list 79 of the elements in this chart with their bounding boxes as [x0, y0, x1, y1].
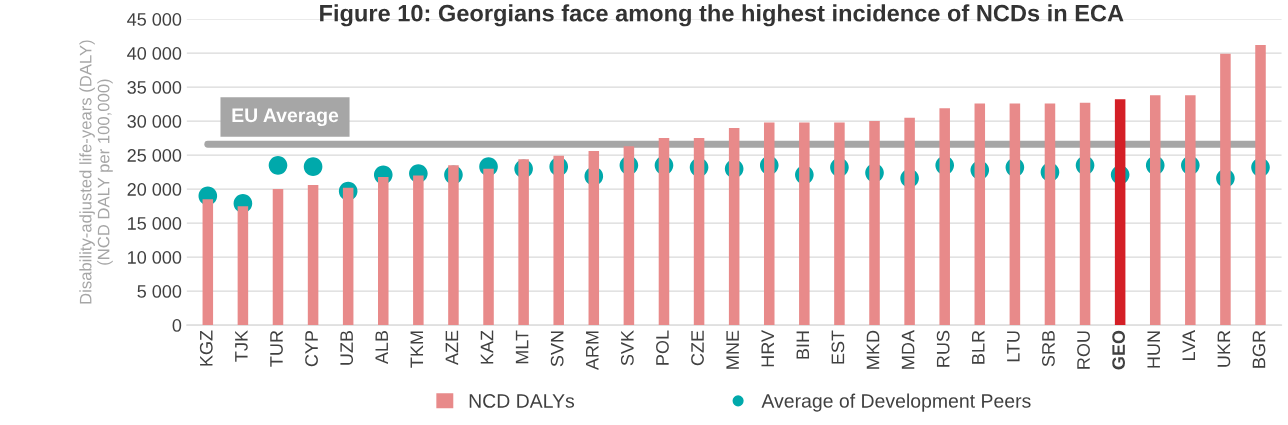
x-tick-label: KGZ — [199, 330, 213, 366]
bar — [1149, 95, 1161, 326]
bar — [658, 138, 670, 326]
y-tick-label: 10 000 — [128, 251, 182, 264]
bar — [518, 159, 529, 326]
x-tick-label: KAZ — [480, 330, 494, 364]
x-tick-label: ROU — [1077, 331, 1090, 369]
bar — [799, 122, 810, 326]
x-tick-label: MNE — [726, 330, 739, 369]
bar — [202, 199, 214, 326]
x-tick-label: SVN — [550, 331, 564, 367]
x-tick-label: LVA — [1182, 330, 1195, 360]
bar — [448, 165, 459, 326]
bar — [483, 168, 494, 326]
x-tick-label: TJK — [235, 330, 248, 362]
bar — [237, 206, 249, 326]
y-tick-label: 40 000 — [127, 47, 182, 60]
y-tick-label: 15 000 — [128, 217, 182, 230]
bar — [378, 176, 389, 326]
bar — [413, 175, 424, 326]
x-tick-label: BLR — [972, 330, 985, 364]
bar — [588, 151, 600, 326]
bar — [307, 185, 319, 326]
y-tick-label: 35 000 — [127, 81, 182, 94]
legend-label: Average of Development Peers — [761, 393, 1031, 412]
bar — [553, 155, 564, 326]
x-tick-label: MDA — [901, 330, 915, 369]
x-tick-label: TKM — [410, 331, 424, 368]
x-tick-label: EST — [831, 330, 845, 364]
y-tick-label: 5 000 — [137, 285, 182, 298]
chart-title: Figure 10: Georgians face among the highest incidence of NCDs in ECA — [320, 4, 1124, 27]
bar — [342, 187, 354, 326]
y-tick-label: 45 000 — [127, 13, 182, 26]
bar — [904, 117, 915, 326]
y-axis-title: Disability-adjusted life-years (DALY) (NCD DALY per 100,000) — [79, 40, 113, 304]
x-tick-label: MKD — [866, 330, 880, 369]
x-tick-label: CYP — [305, 330, 318, 367]
y-tick-label: 20 000 — [127, 183, 182, 196]
ref-line-label: EU Average — [232, 108, 339, 127]
x-tick-label: HUN — [1147, 331, 1161, 368]
bar — [834, 122, 845, 326]
bar — [939, 108, 950, 326]
x-tick-label: SRB — [1042, 330, 1055, 367]
bar — [1185, 95, 1196, 326]
x-tick-label: LTU — [1007, 331, 1020, 362]
x-tick-label: MLT — [515, 330, 529, 364]
bar — [1220, 53, 1231, 326]
x-tick-label: GEO — [1112, 330, 1125, 370]
y-tick-label: 30 000 — [127, 115, 182, 128]
bar — [728, 127, 740, 326]
x-tick-label: POL — [656, 330, 669, 365]
bar — [869, 121, 880, 326]
bar — [1009, 103, 1021, 326]
bar — [272, 189, 284, 326]
x-tick-label: HRV — [761, 330, 774, 367]
legend-label: NCD DALYs — [469, 394, 575, 408]
bar — [1044, 103, 1056, 326]
bar — [1079, 102, 1091, 326]
bar — [763, 122, 775, 326]
bar — [693, 138, 705, 326]
point — [303, 157, 323, 176]
x-tick-label: AZE — [445, 330, 459, 366]
y-tick-label: 25 000 — [127, 149, 182, 162]
x-tick-label: UKR — [1217, 330, 1231, 367]
bar — [1255, 44, 1266, 326]
bar — [623, 146, 635, 326]
bar — [1114, 99, 1126, 326]
x-tick-label: BGR — [1252, 330, 1266, 368]
x-tick-label: ARM — [586, 331, 599, 371]
x-tick-label: CZE — [691, 330, 704, 366]
y-tick-label: 0 — [172, 319, 182, 332]
x-tick-label: TUR — [270, 330, 283, 367]
bar — [974, 103, 986, 326]
x-tick-label: ALB — [375, 330, 388, 365]
point — [268, 156, 288, 175]
x-tick-label: BIH — [796, 331, 810, 359]
x-tick-label: SVK — [620, 330, 634, 366]
x-tick-label: UZB — [340, 330, 354, 365]
x-tick-label: RUS — [936, 330, 950, 367]
